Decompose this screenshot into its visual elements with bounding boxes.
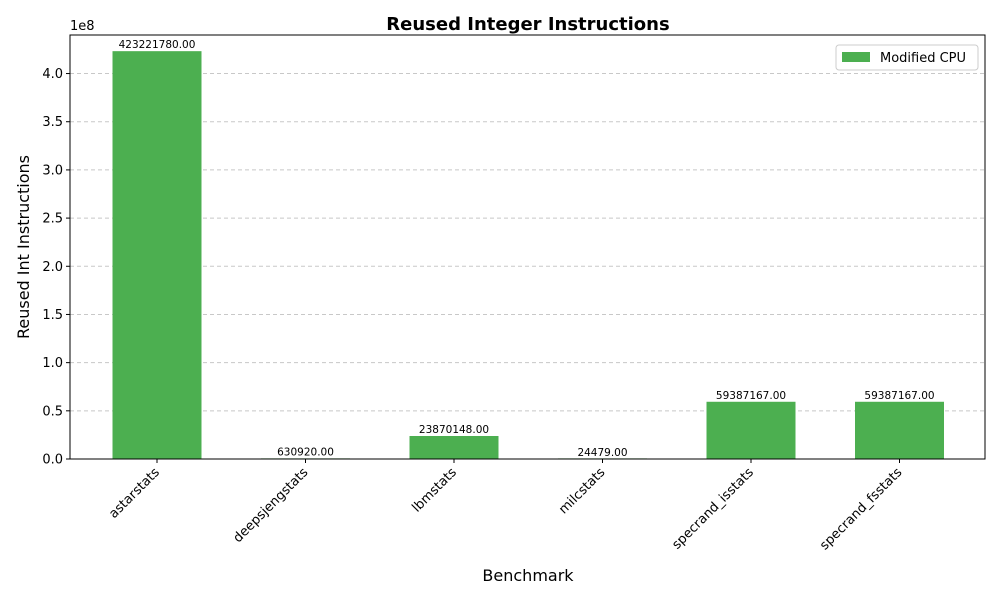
x-tick-label: deepsjengstats	[231, 465, 312, 546]
data-labels: 423221780.00 630920.00 23870148.00 24479.00…	[119, 39, 935, 459]
x-tick-label: milcstats	[556, 465, 608, 517]
bar-value-label: 630920.00	[277, 446, 334, 458]
chart-title: Reused Integer Instructions	[386, 14, 669, 35]
x-tick-label: astarstats	[106, 465, 163, 522]
x-axis-label: Benchmark	[482, 566, 574, 585]
x-tick-label: specrand_fsstats	[817, 465, 905, 553]
bar-value-label: 59387167.00	[716, 390, 786, 402]
x-ticks: astarstats deepsjengstats lbmstats milcstat…	[106, 459, 905, 553]
y-axis-label: Reused Int Instructions	[14, 155, 33, 339]
y-tick-label: 3.0	[42, 163, 63, 178]
y-offset-label: 1e8	[70, 19, 95, 34]
bar-value-label: 423221780.00	[119, 39, 196, 51]
plot-frame	[69, 34, 986, 460]
bar	[409, 435, 499, 459]
y-tick-label: 1.5	[42, 308, 63, 323]
legend-frame	[835, 44, 979, 71]
legend: Modified CPU	[835, 44, 979, 71]
legend-swatch	[842, 52, 870, 62]
bar-value-label: 23870148.00	[419, 424, 489, 436]
bar	[112, 51, 202, 460]
x-tick-label: lbmstats	[409, 465, 460, 516]
y-tick-label: 0.0	[42, 453, 63, 468]
y-tick-label: 1.0	[42, 356, 63, 371]
bar	[855, 401, 944, 459]
bar	[706, 401, 796, 459]
y-tick-label: 2.0	[42, 260, 63, 275]
grid-lines	[70, 73, 985, 412]
x-tick-label: specrand_isstats	[669, 465, 757, 553]
bars	[112, 51, 944, 460]
bar-value-label: 59387167.00	[864, 390, 934, 402]
legend-label: Modified CPU	[880, 51, 966, 66]
y-tick-label: 2.5	[42, 212, 63, 227]
y-tick-label: 4.0	[42, 67, 63, 82]
y-tick-label: 3.5	[42, 115, 63, 130]
y-tick-label: 0.5	[42, 404, 63, 419]
bar-value-label: 24479.00	[577, 447, 627, 459]
y-ticks: 0.0 0.5 1.0 1.5 2.0 2.5 3.0 3.5 4.0	[42, 67, 70, 468]
